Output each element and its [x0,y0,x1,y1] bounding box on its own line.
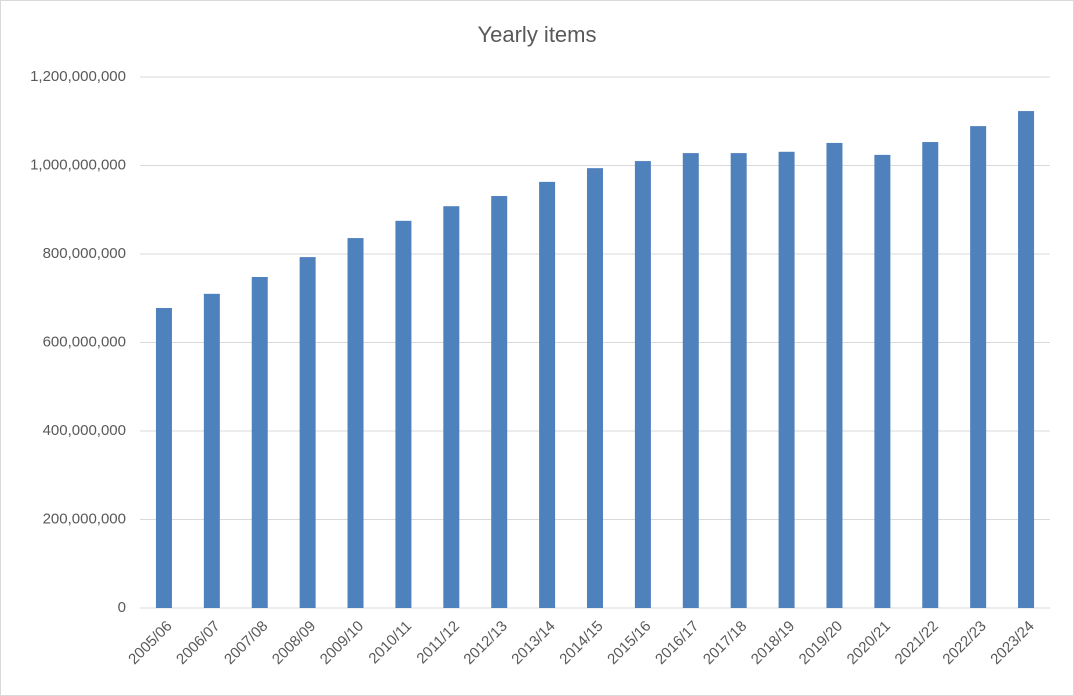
bar [1018,111,1035,608]
bar [634,161,651,608]
y-tick-label: 400,000,000 [43,422,126,439]
y-tick-label: 0 [118,599,126,616]
bar [347,238,364,608]
bar [874,154,891,608]
bar [682,153,699,609]
bar [922,142,939,609]
bar [491,196,508,608]
y-tick-label: 800,000,000 [43,245,126,262]
bar [778,151,795,608]
bar [251,277,268,608]
bar [587,168,603,608]
bar [539,181,556,608]
bar [443,206,460,608]
bar [395,220,412,608]
y-tick-label: 1,000,000,000 [30,156,126,173]
bar [826,142,843,608]
bar [730,153,747,609]
bar [970,126,987,609]
y-tick-label: 600,000,000 [43,333,126,350]
chart-title: Yearly items [477,22,596,47]
bar [299,257,316,608]
bar [155,307,172,608]
bar [203,293,220,608]
y-tick-label: 200,000,000 [43,510,126,527]
y-tick-label: 1,200,000,000 [30,68,126,85]
